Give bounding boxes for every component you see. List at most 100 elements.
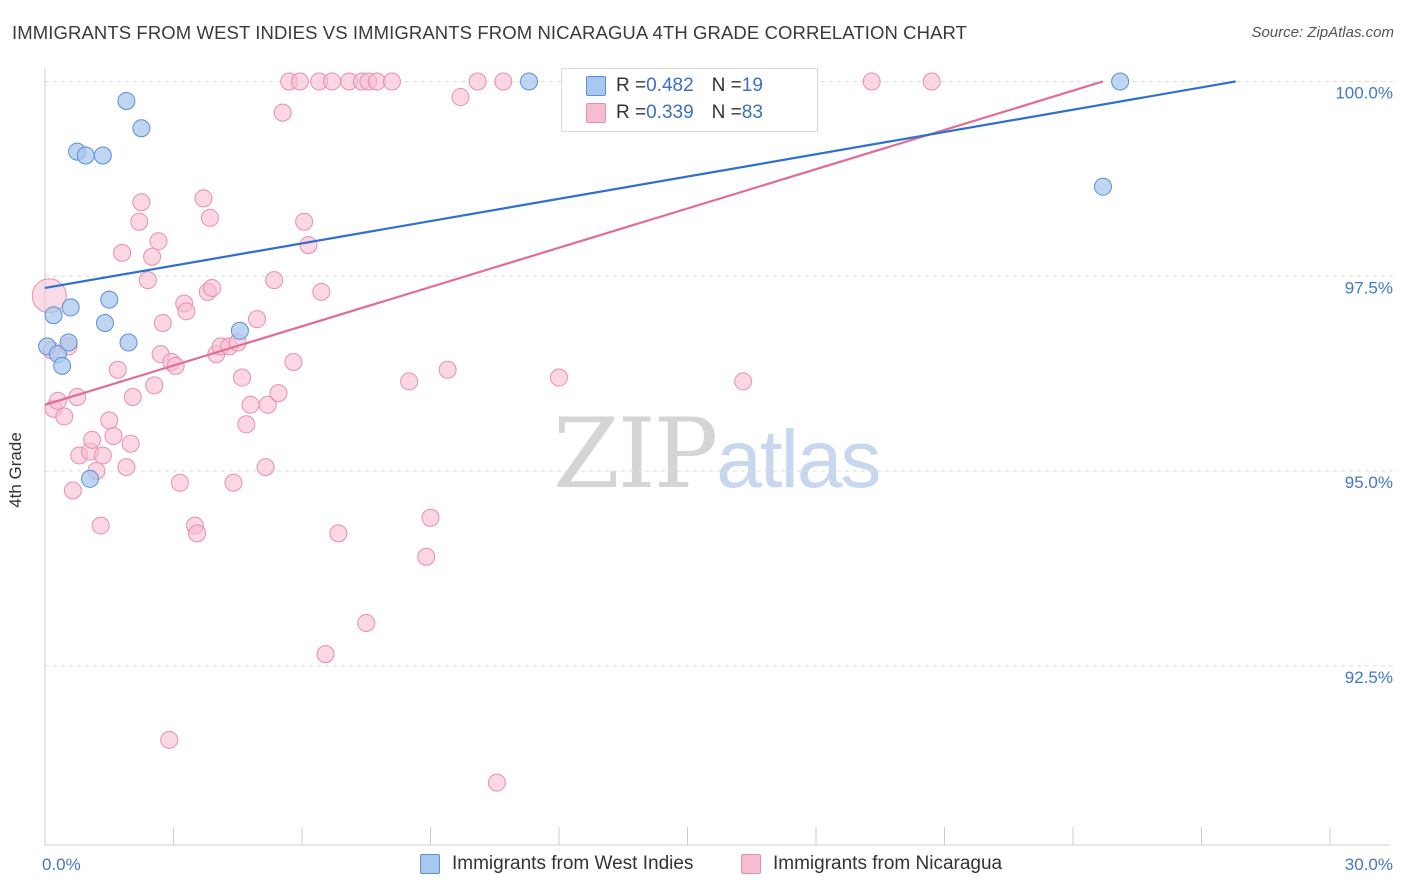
source-credit: Source: ZipAtlas.com (1251, 24, 1394, 41)
legend-n-value: 19 (741, 75, 763, 96)
data-point-nicaragua (83, 430, 102, 449)
legend-row-west-indies: R = 0.482 N = 19 (586, 73, 763, 99)
data-point-west-indies (520, 72, 539, 91)
data-point-nicaragua (117, 458, 136, 477)
data-point-west-indies (95, 314, 114, 332)
data-point-nicaragua (295, 212, 314, 231)
legend-r-label: R = (616, 102, 647, 123)
data-point-nicaragua (734, 372, 753, 391)
legend-label-west-indies: Immigrants from West Indies (452, 853, 694, 874)
data-point-nicaragua (153, 314, 172, 332)
data-point-nicaragua (145, 376, 164, 395)
data-point-west-indies (1111, 72, 1130, 91)
legend-swatch-nicaragua (741, 854, 761, 874)
data-point-nicaragua (494, 72, 513, 91)
data-point-nicaragua (237, 415, 256, 434)
data-point-nicaragua (224, 473, 243, 492)
data-point-west-indies (230, 321, 249, 340)
series-west-indies-points (38, 72, 1130, 488)
data-point-west-indies (59, 333, 78, 352)
data-point-nicaragua (357, 613, 376, 632)
data-point-nicaragua (316, 645, 335, 664)
data-point-nicaragua (400, 372, 419, 391)
data-point-nicaragua (113, 243, 132, 262)
data-point-nicaragua (108, 360, 127, 379)
legend-swatch-nicaragua (586, 103, 606, 123)
data-point-nicaragua (468, 72, 487, 91)
legend-r-value: 0.339 (646, 102, 694, 123)
data-point-nicaragua (421, 508, 440, 527)
data-point-west-indies (61, 298, 80, 317)
x-tick-label-max: 30.0% (1345, 855, 1393, 874)
series-nicaragua-points (31, 72, 941, 792)
data-point-west-indies (53, 356, 72, 375)
y-tick-label: 100.0% (1335, 83, 1393, 102)
legend-n-value: 83 (741, 102, 763, 123)
data-point-nicaragua (322, 72, 341, 91)
data-point-west-indies (93, 146, 112, 165)
data-point-nicaragua (312, 282, 331, 301)
x-tick-label-min: 0.0% (42, 855, 81, 874)
y-tick-label: 95.0% (1345, 473, 1393, 492)
data-point-nicaragua (258, 395, 277, 414)
legend-row-nicaragua: R = 0.339 N = 83 (586, 100, 763, 126)
trend-lines (44, 80, 1236, 406)
legend-n-label: N = (711, 75, 742, 96)
legend-label-nicaragua: Immigrants from Nicaragua (773, 853, 1003, 874)
legend-swatch-west-indies (420, 854, 440, 874)
data-point-nicaragua (63, 481, 82, 500)
data-point-nicaragua (160, 730, 179, 749)
data-point-nicaragua (550, 368, 568, 387)
data-point-nicaragua (248, 310, 267, 329)
chart-title: IMMIGRANTS FROM WEST INDIES VS IMMIGRANT… (12, 22, 968, 43)
trend-line-west-indies (44, 80, 1236, 290)
data-point-west-indies (117, 91, 136, 110)
watermark-zip: ZIP (553, 398, 718, 510)
data-point-nicaragua (299, 236, 318, 255)
data-point-nicaragua (200, 208, 219, 227)
data-point-west-indies (76, 146, 95, 165)
data-point-nicaragua (143, 247, 162, 266)
data-point-nicaragua (265, 271, 284, 290)
data-point-nicaragua (203, 278, 222, 297)
data-point-nicaragua (922, 72, 941, 91)
y-tick-label: 97.5% (1345, 278, 1393, 297)
watermark: ZIPatlas (553, 398, 881, 510)
data-point-nicaragua (329, 524, 348, 543)
data-point-nicaragua (123, 388, 142, 407)
data-point-west-indies (80, 469, 99, 488)
data-point-nicaragua (273, 103, 292, 122)
legend-item-west-indies: Immigrants from West Indies (420, 851, 693, 877)
data-point-west-indies (100, 290, 119, 309)
data-point-nicaragua (93, 446, 112, 465)
y-tick-label: 92.5% (1345, 668, 1393, 687)
data-point-nicaragua (269, 384, 288, 403)
axes (44, 68, 1390, 846)
legend-r-label: R = (616, 75, 647, 96)
data-point-nicaragua (121, 434, 140, 453)
data-point-nicaragua (367, 72, 386, 91)
data-point-nicaragua (233, 368, 252, 387)
legend-n-label: N = (711, 102, 742, 123)
data-point-nicaragua (55, 407, 74, 426)
legend-swatch-west-indies (586, 76, 606, 96)
data-point-nicaragua (284, 352, 303, 371)
data-point-nicaragua (290, 72, 309, 91)
legend-item-nicaragua: Immigrants from Nicaragua (741, 851, 1002, 877)
data-point-nicaragua (132, 193, 151, 212)
data-point-nicaragua (862, 72, 881, 91)
watermark-atlas: atlas (716, 414, 881, 505)
data-point-nicaragua (417, 547, 436, 566)
correlation-legend: R = 0.482 N = 19 R = 0.339 N = 83 (561, 68, 818, 132)
data-point-nicaragua (100, 411, 119, 430)
tick-labels: 92.5% 95.0% 97.5% 100.0% 0.0% 30.0% (42, 83, 1393, 874)
data-point-west-indies (119, 333, 138, 352)
data-point-west-indies (1093, 177, 1112, 196)
data-point-nicaragua (241, 395, 260, 414)
data-point-nicaragua (104, 426, 123, 445)
data-point-west-indies (132, 119, 151, 138)
data-point-nicaragua (149, 232, 168, 251)
data-point-nicaragua (382, 72, 401, 91)
legend-r-value: 0.482 (646, 75, 694, 96)
